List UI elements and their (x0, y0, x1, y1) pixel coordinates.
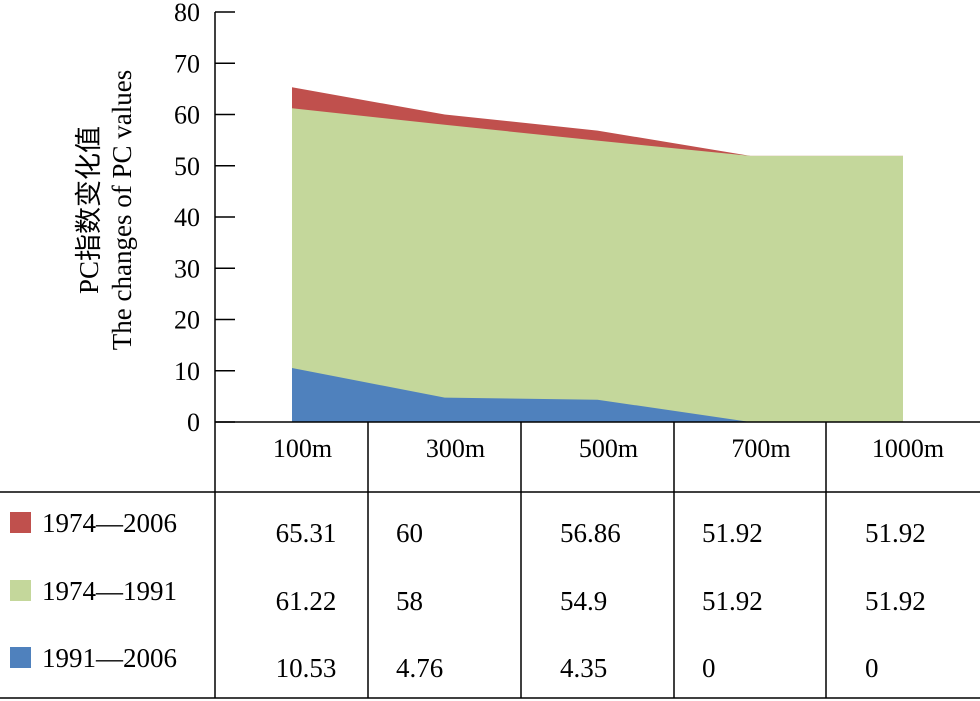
category-label: 100m (273, 434, 332, 463)
legend-label: 1991—2006 (42, 643, 177, 673)
legend-swatch (10, 647, 31, 668)
table-cell-value: 0 (702, 653, 716, 683)
y-tick-label: 10 (174, 357, 200, 386)
legend-label: 1974—1991 (42, 576, 177, 606)
y-axis-title-cn: PC指数变化值 (74, 126, 104, 294)
category-label: 1000m (872, 434, 944, 463)
table-cell-value: 10.53 (276, 653, 337, 683)
table-cell-value: 0 (865, 653, 879, 683)
y-axis: 0 10 20 30 40 50 60 70 80 (174, 0, 235, 437)
y-tick-label: 0 (187, 408, 200, 437)
table-cell-value: 4.35 (560, 653, 607, 683)
table-cell-value: 51.92 (702, 586, 763, 616)
table-cell-value: 51.92 (865, 518, 926, 548)
area-series-group (292, 87, 903, 422)
table-cell-value: 61.22 (276, 586, 337, 616)
y-axis-title: PC指数变化值 The changes of PC values (74, 70, 137, 350)
y-tick-label: 60 (174, 101, 200, 130)
legend-label: 1974—2006 (42, 508, 177, 538)
table-cell-value: 56.86 (560, 518, 621, 548)
y-tick-label: 80 (174, 0, 200, 27)
y-tick-label: 70 (174, 49, 200, 78)
y-tick-label: 40 (174, 203, 200, 232)
y-tick-label: 20 (174, 306, 200, 335)
y-tick-label: 30 (174, 254, 200, 283)
table-cell-value: 51.92 (702, 518, 763, 548)
table-cell-value: 65.31 (276, 518, 337, 548)
category-label: 700m (731, 434, 790, 463)
category-label: 500m (579, 434, 638, 463)
area-series-2 (292, 108, 903, 422)
table-cell-value: 58 (396, 586, 423, 616)
area-series-3 (292, 368, 903, 422)
y-axis-title-en: The changes of PC values (107, 70, 137, 350)
table-cell-value: 54.9 (560, 586, 607, 616)
table-cell-value: 51.92 (865, 586, 926, 616)
legend-swatch (10, 512, 31, 533)
y-tick-label: 50 (174, 152, 200, 181)
data-table: 100m 300m 500m 700m 1000m 1974—2006 65.31 60 56.… (0, 421, 980, 699)
table-cell-value: 60 (396, 518, 423, 548)
table-cell-value: 4.76 (396, 653, 443, 683)
legend-swatch (10, 580, 31, 601)
category-label: 300m (426, 434, 485, 463)
